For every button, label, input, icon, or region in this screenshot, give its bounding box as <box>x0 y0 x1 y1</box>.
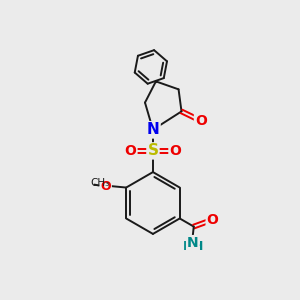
Text: H: H <box>183 240 193 253</box>
Text: N: N <box>147 122 159 137</box>
Text: O: O <box>207 213 218 227</box>
Text: O: O <box>195 114 207 128</box>
Text: O: O <box>169 144 181 158</box>
Text: S: S <box>147 143 158 158</box>
Text: O: O <box>100 180 111 193</box>
Text: CH₃: CH₃ <box>90 178 110 188</box>
Text: N: N <box>187 236 199 250</box>
Text: O: O <box>124 144 136 158</box>
Text: H: H <box>192 240 203 253</box>
Text: N: N <box>147 122 159 137</box>
